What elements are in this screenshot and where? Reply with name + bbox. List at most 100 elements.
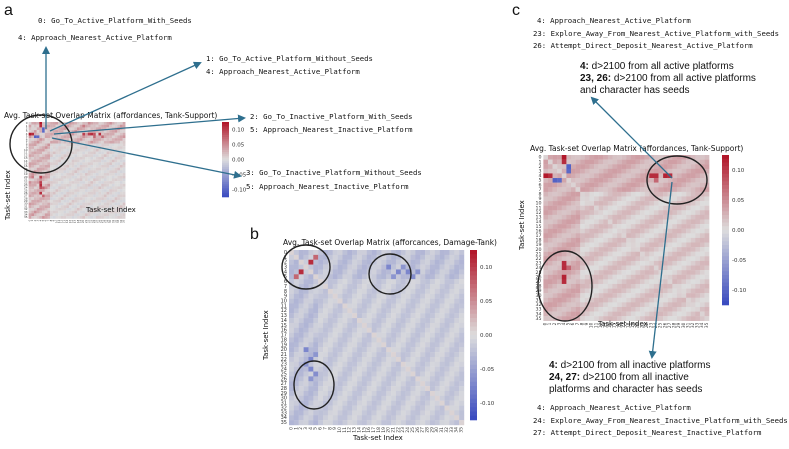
heatmap-cell bbox=[42, 132, 45, 136]
heatmap-cell bbox=[293, 269, 299, 275]
heatmap-cell bbox=[663, 228, 668, 234]
heatmap-cell bbox=[571, 316, 576, 321]
heatmap-cell bbox=[34, 178, 37, 182]
heatmap-cell bbox=[547, 224, 553, 229]
heatmap-cell bbox=[109, 199, 113, 203]
heatmap-cell bbox=[644, 164, 650, 170]
x-tick-label: 23 bbox=[649, 322, 655, 328]
heatmap-cell bbox=[308, 264, 314, 270]
heatmap-cell bbox=[332, 371, 338, 377]
heatmap-cell bbox=[589, 247, 595, 252]
heatmap-cell bbox=[667, 187, 673, 193]
heatmap-cell bbox=[93, 148, 96, 152]
heatmap-cell bbox=[603, 270, 609, 275]
heatmap-cell bbox=[557, 168, 562, 174]
x-tick-label: 25 bbox=[658, 322, 664, 328]
heatmap-cell bbox=[552, 201, 558, 206]
heatmap-cell bbox=[429, 279, 436, 285]
heatmap-cell bbox=[101, 186, 104, 190]
heatmap-cell bbox=[425, 303, 431, 309]
heatmap-cell bbox=[543, 224, 549, 229]
heatmap-cell bbox=[82, 194, 86, 198]
y-tick-label: 18 bbox=[281, 337, 287, 343]
heatmap-cell bbox=[122, 213, 126, 217]
heatmap-cell bbox=[644, 260, 650, 266]
heatmap-cell bbox=[561, 191, 567, 197]
heatmap-cell bbox=[598, 256, 604, 262]
heatmap-cell bbox=[85, 156, 88, 160]
heatmap-cell bbox=[630, 201, 636, 206]
heatmap-cell bbox=[44, 130, 48, 133]
heatmap-cell bbox=[71, 178, 75, 182]
heatmap-cell bbox=[386, 371, 392, 377]
heatmap-cell bbox=[584, 237, 590, 243]
heatmap-cell bbox=[607, 205, 613, 211]
heatmap-cell bbox=[52, 186, 56, 190]
heatmap-cell bbox=[439, 381, 445, 387]
heatmap-cell bbox=[376, 366, 382, 372]
heatmap-cell bbox=[429, 250, 436, 256]
heatmap-cell bbox=[603, 205, 609, 211]
heatmap-cell bbox=[342, 366, 348, 372]
heatmap-cell bbox=[289, 303, 295, 309]
heatmap-cell bbox=[42, 148, 45, 152]
heatmap-cell bbox=[584, 279, 590, 285]
heatmap-cell bbox=[405, 395, 411, 401]
heatmap-cell bbox=[293, 264, 299, 270]
heatmap-cell bbox=[308, 327, 314, 333]
heatmap-cell bbox=[695, 178, 701, 183]
heatmap-cell bbox=[580, 251, 586, 257]
colorbar-segment bbox=[222, 170, 229, 173]
panel-a-xlabel: Task-set Index bbox=[86, 206, 136, 214]
heatmap-cell bbox=[366, 337, 372, 343]
heatmap-cell bbox=[103, 167, 107, 171]
x-tick-label: 31 bbox=[111, 219, 115, 223]
heatmap-cell bbox=[543, 279, 549, 285]
heatmap-cell bbox=[119, 191, 123, 195]
heatmap-cell bbox=[681, 178, 687, 183]
heatmap-cell bbox=[598, 164, 604, 170]
colorbar-segment bbox=[222, 122, 229, 125]
heatmap-cell bbox=[640, 242, 645, 248]
heatmap-cell bbox=[68, 197, 72, 201]
heatmap-cell bbox=[87, 162, 91, 166]
heatmap-cell bbox=[347, 318, 353, 324]
heatmap-cell bbox=[376, 337, 382, 343]
heatmap-cell bbox=[626, 205, 632, 211]
heatmap-cell bbox=[575, 316, 581, 321]
heatmap-cell bbox=[323, 342, 329, 348]
heatmap-cell bbox=[95, 164, 99, 168]
y-tick-label: 1 bbox=[538, 159, 541, 165]
heatmap-cell bbox=[621, 155, 627, 160]
heatmap-cell bbox=[28, 146, 32, 149]
heatmap-cell bbox=[39, 175, 43, 179]
heatmap-cell bbox=[704, 191, 710, 197]
heatmap-cell bbox=[347, 284, 353, 290]
heatmap-cell bbox=[347, 269, 353, 275]
heatmap-cell bbox=[68, 127, 72, 131]
x-tick-label: 8 bbox=[327, 427, 333, 430]
heatmap-cell bbox=[386, 400, 392, 406]
heatmap-cell bbox=[98, 175, 102, 179]
heatmap-cell bbox=[672, 219, 678, 225]
heatmap-cell bbox=[98, 156, 102, 160]
heatmap-cell bbox=[117, 130, 121, 133]
heatmap-cell bbox=[395, 332, 402, 338]
heatmap-cell bbox=[420, 279, 426, 285]
y-tick-label: 27 bbox=[281, 381, 287, 387]
heatmap-cell bbox=[686, 237, 691, 243]
heatmap-cell bbox=[366, 390, 372, 397]
heatmap-cell bbox=[434, 381, 440, 387]
heatmap-cell bbox=[103, 173, 107, 176]
colorbar-segment bbox=[722, 301, 729, 306]
heatmap-cell bbox=[66, 199, 70, 203]
heatmap-cell bbox=[82, 124, 86, 128]
heatmap-cell bbox=[63, 159, 67, 163]
heatmap-cell bbox=[571, 306, 576, 312]
heatmap-cell bbox=[381, 386, 387, 392]
heatmap-cell bbox=[449, 327, 455, 333]
heatmap-cell bbox=[313, 250, 319, 256]
heatmap-cell bbox=[318, 288, 324, 294]
y-tick-label: 5 bbox=[26, 135, 28, 139]
heatmap-cell bbox=[663, 196, 668, 202]
